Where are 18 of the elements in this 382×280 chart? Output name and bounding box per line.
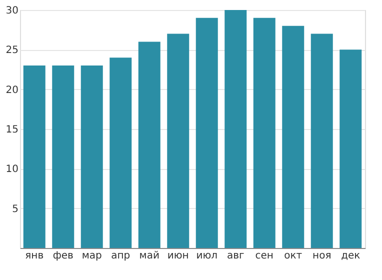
x-tick-label: окт: [284, 250, 302, 262]
x-tick-label: июл: [196, 250, 218, 262]
x-tick-label: апр: [111, 250, 130, 262]
x-tick-label: фев: [52, 250, 74, 262]
y-tick-label: 5: [12, 204, 18, 215]
x-tick-label: дек: [341, 250, 360, 262]
y-tick-label: 25: [6, 45, 18, 56]
x-tick-label: сен: [255, 250, 274, 262]
x-tick-label: июн: [167, 250, 189, 262]
y-tick-label: 20: [6, 84, 18, 96]
x-tick-label: май: [139, 250, 160, 262]
y-tick-label: 15: [6, 124, 18, 136]
x-tick-label: янв: [25, 250, 44, 262]
x-tick-label: мар: [82, 250, 102, 262]
x-tick-label: авг: [226, 250, 244, 262]
x-tick-label: ноя: [312, 250, 332, 262]
y-tick-label: 10: [6, 164, 18, 176]
y-tick-label: 30: [6, 6, 18, 16]
